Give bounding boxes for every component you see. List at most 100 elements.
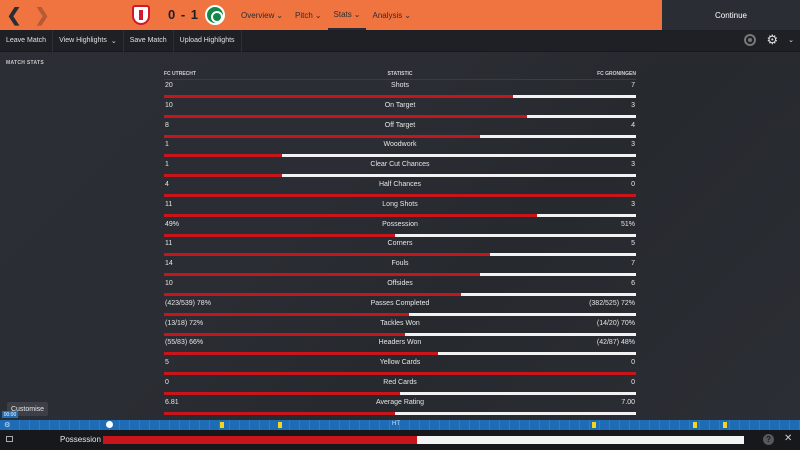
home-share-fill bbox=[164, 293, 462, 296]
home-share-fill bbox=[164, 213, 537, 217]
yellow-card-icon[interactable] bbox=[220, 422, 224, 428]
stat-label: Possession bbox=[382, 220, 418, 228]
settings-icon[interactable]: ⚙ bbox=[4, 422, 11, 429]
stat-label: Passes Completed bbox=[370, 299, 430, 307]
match-time-tag: 00:00 bbox=[2, 411, 18, 418]
home-share-fill bbox=[164, 194, 636, 197]
away-value: 51% bbox=[620, 220, 635, 228]
home-value: 10 bbox=[165, 101, 173, 109]
stat-comparison-bar bbox=[164, 194, 636, 197]
home-share-fill bbox=[164, 352, 438, 356]
record-icon[interactable] bbox=[744, 34, 757, 46]
stat-row: (423/539) 78% Passes Completed (382/525) 7… bbox=[164, 300, 636, 319]
stat-label: Tackles Won bbox=[380, 319, 420, 327]
save-match-label: Save Match bbox=[129, 37, 167, 44]
stat-comparison-bar bbox=[164, 392, 636, 395]
stat-label: Offsides bbox=[387, 280, 413, 287]
stat-row: 4 Half Chances 0 bbox=[164, 181, 636, 200]
home-value: 6.81 bbox=[165, 398, 179, 406]
stat-row: 5 Yellow Cards 0 bbox=[164, 359, 636, 378]
home-value: 4 bbox=[165, 181, 169, 188]
chevron-down-icon[interactable]: ⌄ bbox=[788, 37, 794, 44]
away-value: 3 bbox=[631, 200, 635, 208]
help-icon[interactable]: ? bbox=[763, 434, 774, 445]
match-header: ❮ ❯ 0 - 1 Overview ⌄ Pitch ⌄ Stats ⌄ Analys… bbox=[0, 0, 800, 30]
back-arrow-icon[interactable]: ❮ bbox=[6, 4, 22, 25]
menu-overview[interactable]: Overview ⌄ bbox=[235, 0, 289, 30]
stat-row: 49% Possession 51% bbox=[164, 221, 636, 240]
close-icon[interactable]: ✕ bbox=[784, 433, 793, 444]
stat-label: Clear Cut Chances bbox=[370, 161, 430, 169]
leave-match-button[interactable]: Leave Match bbox=[0, 29, 54, 52]
menu-analysis[interactable]: Analysis ⌄ bbox=[366, 0, 417, 30]
chevron-down-icon: ⌄ bbox=[110, 37, 117, 45]
match-score: 0 - 1 bbox=[168, 7, 200, 22]
home-value: 20 bbox=[165, 82, 173, 89]
away-value: 7 bbox=[631, 82, 635, 89]
chevron-down-icon: ⌄ bbox=[314, 10, 322, 20]
gear-icon[interactable]: ⚙ bbox=[766, 32, 779, 47]
menu-pitch[interactable]: Pitch ⌄ bbox=[289, 0, 328, 30]
menu-stats[interactable]: Stats ⌄ bbox=[327, 0, 367, 30]
stat-label: On Target bbox=[384, 101, 416, 109]
home-value: 11 bbox=[165, 240, 173, 248]
stat-comparison-bar bbox=[164, 213, 636, 217]
away-team-crest-icon[interactable] bbox=[205, 5, 225, 25]
home-value: 11 bbox=[165, 200, 173, 208]
forward-arrow-icon[interactable]: ❯ bbox=[34, 4, 50, 25]
stat-label: Fouls bbox=[391, 260, 409, 268]
away-team-header: FC GRONINGEN bbox=[597, 71, 636, 77]
goal-event-icon[interactable] bbox=[106, 421, 113, 428]
match-menu: Overview ⌄ Pitch ⌄ Stats ⌄ Analysis ⌄ bbox=[235, 0, 417, 30]
stat-comparison-bar bbox=[164, 411, 636, 415]
chevron-down-icon: ⌄ bbox=[276, 10, 284, 20]
away-value: 3 bbox=[631, 101, 635, 109]
stat-row: 11 Corners 5 bbox=[164, 240, 636, 259]
view-highlights-button[interactable]: View Highlights ⌄ bbox=[53, 29, 124, 52]
match-stats-panel: MATCH STATS FC UTRECHT STATISTIC FC GRON… bbox=[0, 52, 800, 420]
stat-comparison-bar bbox=[164, 352, 636, 356]
home-share-fill bbox=[164, 312, 410, 316]
stat-comparison-bar bbox=[164, 372, 636, 376]
stat-row: 10 On Target 3 bbox=[164, 102, 636, 121]
away-value: 4 bbox=[631, 121, 635, 129]
match-timeline[interactable]: ⚙ HT bbox=[0, 420, 800, 430]
stat-comparison-bar bbox=[164, 273, 636, 277]
stat-label: Yellow Cards bbox=[379, 359, 421, 367]
home-share-fill bbox=[164, 372, 636, 376]
stat-label: Red Cards bbox=[383, 379, 417, 386]
away-value: 3 bbox=[631, 161, 635, 169]
possession-bar bbox=[103, 436, 744, 444]
match-toolbar: Leave Match View Highlights ⌄ Save Match … bbox=[0, 29, 800, 52]
yellow-card-icon[interactable] bbox=[592, 422, 596, 428]
home-share-fill bbox=[164, 233, 396, 237]
half-time-marker: HT bbox=[392, 421, 400, 427]
stat-comparison-bar bbox=[164, 293, 636, 296]
stat-label: Corners bbox=[387, 240, 413, 248]
stat-label: Woodwork bbox=[383, 141, 417, 149]
header-divider bbox=[164, 79, 636, 80]
yellow-card-icon[interactable] bbox=[723, 422, 727, 428]
home-team-crest-icon[interactable] bbox=[132, 5, 150, 25]
home-value: 5 bbox=[165, 359, 169, 367]
away-value: 5 bbox=[631, 240, 635, 248]
screen-icon[interactable] bbox=[6, 436, 13, 442]
stat-comparison-bar bbox=[164, 253, 636, 257]
menu-analysis-label: Analysis bbox=[372, 10, 403, 20]
yellow-card-icon[interactable] bbox=[693, 422, 697, 428]
upload-highlights-button[interactable]: Upload Highlights bbox=[174, 29, 242, 52]
chevron-down-icon: ⌄ bbox=[353, 9, 361, 19]
stat-row: 1 Clear Cut Chances 3 bbox=[164, 161, 636, 180]
home-share-fill bbox=[164, 273, 481, 277]
stat-comparison-bar bbox=[164, 114, 636, 118]
home-share-fill bbox=[164, 114, 528, 118]
stat-row: 6.81 Average Rating 7.00 bbox=[164, 399, 636, 418]
save-match-button[interactable]: Save Match bbox=[124, 29, 174, 52]
stat-row: 10 Offsides 6 bbox=[164, 280, 636, 299]
home-value: 14 bbox=[165, 260, 173, 268]
yellow-card-icon[interactable] bbox=[278, 422, 282, 428]
away-value: 7 bbox=[631, 260, 635, 268]
statistic-header: STATISTIC bbox=[387, 71, 413, 77]
away-value: (382/525) 72% bbox=[589, 299, 635, 307]
continue-button[interactable]: Continue bbox=[662, 0, 800, 30]
